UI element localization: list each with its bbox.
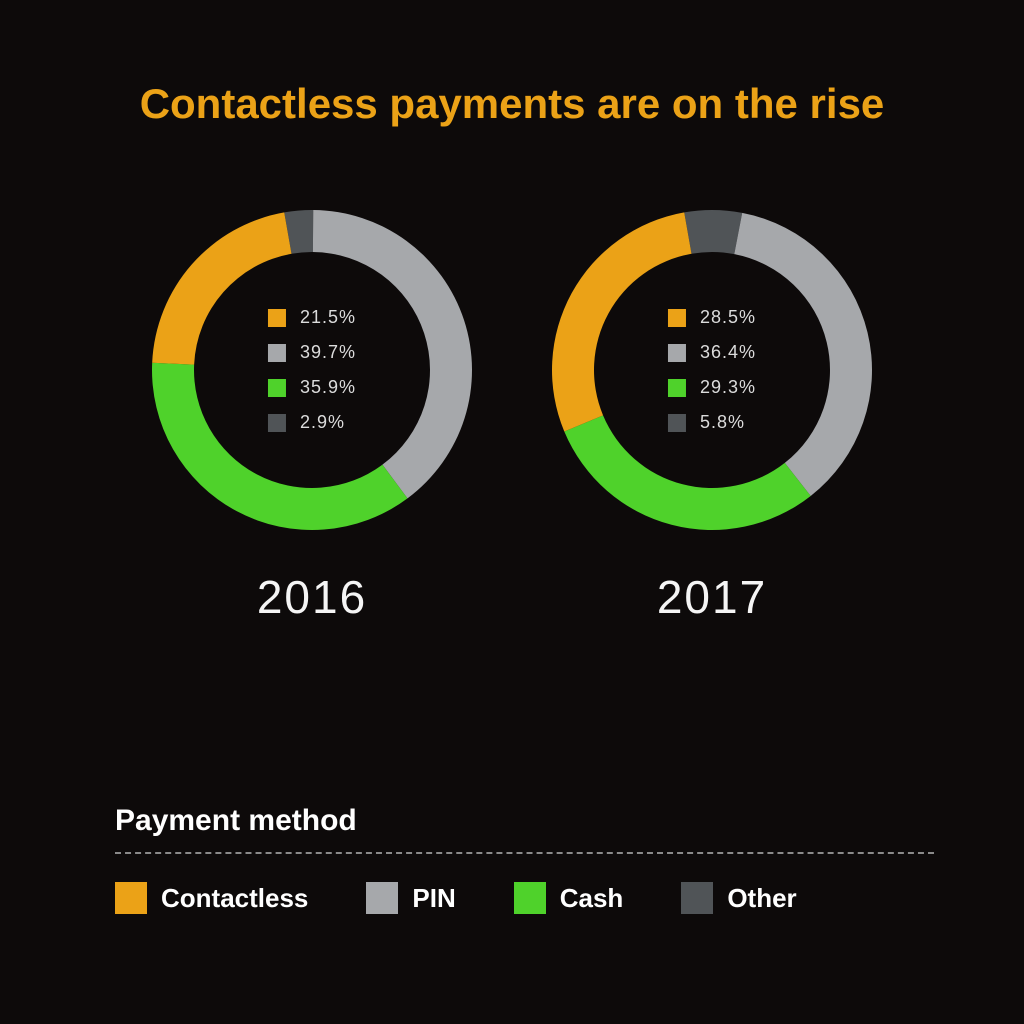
page-title: Contactless payments are on the rise xyxy=(0,80,1024,128)
legend-row-cash: 29.3% xyxy=(668,377,756,398)
donut-legend-2017: 28.5% 36.4% 29.3% 5.8% xyxy=(668,307,756,433)
swatch-contactless xyxy=(668,309,686,327)
chart-2016: 21.5% 39.7% 35.9% 2.9% 2016 xyxy=(142,200,482,624)
legend-row-contactless: 28.5% xyxy=(668,307,756,328)
value-other: 2.9% xyxy=(300,412,345,433)
swatch-cash xyxy=(514,882,546,914)
value-cash: 35.9% xyxy=(300,377,356,398)
chart-2017: 28.5% 36.4% 29.3% 5.8% 2017 xyxy=(542,200,882,624)
donut-2016: 21.5% 39.7% 35.9% 2.9% xyxy=(142,200,482,540)
legend-item-pin: PIN xyxy=(366,882,455,914)
donut-legend-2016: 21.5% 39.7% 35.9% 2.9% xyxy=(268,307,356,433)
value-cash: 29.3% xyxy=(700,377,756,398)
swatch-pin xyxy=(366,882,398,914)
legend-label-pin: PIN xyxy=(412,883,455,914)
swatch-pin xyxy=(268,344,286,362)
charts-row: 21.5% 39.7% 35.9% 2.9% 2016 xyxy=(0,200,1024,624)
swatch-contactless xyxy=(115,882,147,914)
payment-method-title: Payment method xyxy=(115,804,934,838)
legend-item-contactless: Contactless xyxy=(115,882,308,914)
legend-item-cash: Cash xyxy=(514,882,624,914)
legend-row-other: 5.8% xyxy=(668,412,756,433)
legend-label-contactless: Contactless xyxy=(161,883,308,914)
year-label-2016: 2016 xyxy=(257,570,367,624)
swatch-other xyxy=(668,414,686,432)
value-contactless: 21.5% xyxy=(300,307,356,328)
legend-label-cash: Cash xyxy=(560,883,624,914)
swatch-cash xyxy=(268,379,286,397)
legend-item-other: Other xyxy=(681,882,796,914)
value-pin: 39.7% xyxy=(300,342,356,363)
legend-row-other: 2.9% xyxy=(268,412,356,433)
value-pin: 36.4% xyxy=(700,342,756,363)
swatch-pin xyxy=(668,344,686,362)
swatch-contactless xyxy=(268,309,286,327)
swatch-other xyxy=(681,882,713,914)
payment-method-legend: Contactless PIN Cash Other xyxy=(115,882,934,914)
year-label-2017: 2017 xyxy=(657,570,767,624)
swatch-other xyxy=(268,414,286,432)
value-other: 5.8% xyxy=(700,412,745,433)
swatch-cash xyxy=(668,379,686,397)
divider-dashed xyxy=(115,852,934,854)
donut-seg-other xyxy=(684,210,742,254)
legend-row-pin: 36.4% xyxy=(668,342,756,363)
payment-method-section: Payment method Contactless PIN Cash Othe… xyxy=(115,804,934,914)
donut-2017: 28.5% 36.4% 29.3% 5.8% xyxy=(542,200,882,540)
legend-row-contactless: 21.5% xyxy=(268,307,356,328)
legend-row-cash: 35.9% xyxy=(268,377,356,398)
legend-label-other: Other xyxy=(727,883,796,914)
value-contactless: 28.5% xyxy=(700,307,756,328)
legend-row-pin: 39.7% xyxy=(268,342,356,363)
